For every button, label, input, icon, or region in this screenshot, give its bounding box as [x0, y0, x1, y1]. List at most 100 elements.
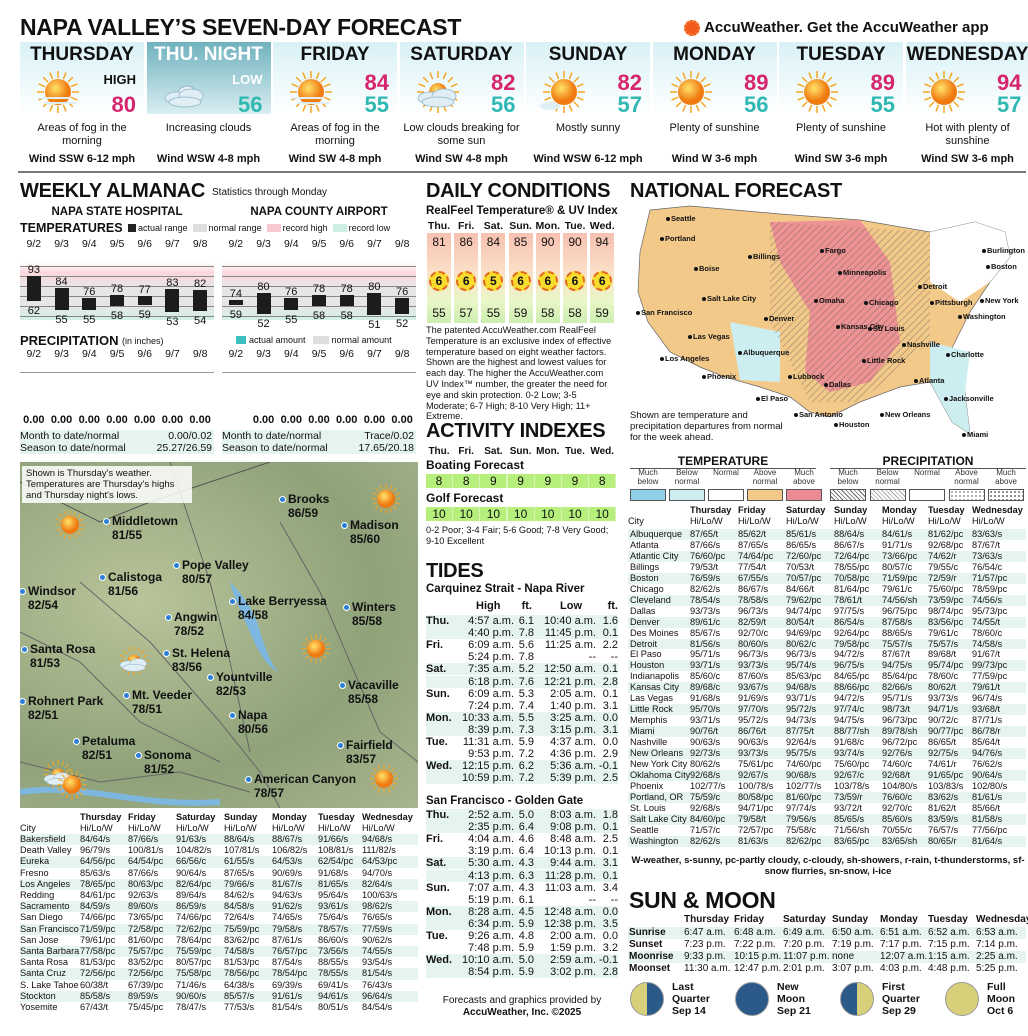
forecast-card: SATURDAY 82 56 Low clouds breaking for some…	[399, 42, 524, 168]
table-row: St. Louis 92/68/s 94/71/pc 97/74/s 93/72/t 92…	[628, 803, 1026, 814]
high-time: 10:10 a.m.	[462, 954, 514, 967]
gridline	[222, 306, 416, 307]
forecast-cell: 89/59/s	[128, 990, 159, 1001]
high-value: 77	[138, 284, 151, 297]
season-label: Season to date/normal	[222, 442, 328, 454]
realfeel-note: The patented AccuWeather.com RealFeel Te…	[426, 325, 612, 422]
time-cell: 7:19 p.m.	[832, 939, 874, 950]
lake-berryessa	[230, 582, 278, 672]
forecast-wind: Wind SW 3-6 mph	[921, 153, 1014, 165]
table-row: New Orleans 92/73/s 93/73/s 95/75/s 93/74/s 9…	[628, 748, 1026, 759]
forecast-cell: 90/63/s	[690, 737, 721, 748]
city-marker[interactable]: Petaluma 82/51	[73, 734, 135, 762]
forecast-cell: 78/54/pc	[272, 968, 308, 979]
day-label: Fri.	[458, 446, 474, 457]
table-row: Stockton 85/58/s 89/59/s 90/60/s 85/57/s 91/6…	[20, 990, 418, 1002]
sun-icon	[50, 509, 89, 543]
forecast-day: TUESDAY	[796, 44, 886, 65]
forecast-cell: 77/59/pc	[972, 671, 1008, 682]
forecast-band	[905, 42, 1028, 114]
tide-row: 6:34 p.m. 5.9 12:38 p.m. 3.5	[426, 917, 618, 930]
city-temps: 78/57	[254, 786, 285, 800]
city-dot	[163, 650, 170, 657]
forecast-cell: 76/54/c	[972, 561, 1003, 572]
forecast-cell: 106/82/s	[272, 845, 308, 856]
tide-header: ft.	[607, 600, 618, 612]
city-marker[interactable]: Yountville 82/53	[207, 670, 272, 698]
time-cell: 4:48 p.m.	[928, 963, 970, 974]
forecast-description: Areas of fog in the morning	[290, 122, 380, 147]
forecast-cell: 96/79/s	[80, 845, 111, 856]
table-row: Washington 82/62/s 81/63/s 82/62/pc 83/65/pc…	[628, 835, 1026, 847]
precip-value: 0.00	[161, 414, 184, 426]
forecast-band	[779, 42, 903, 114]
table-row: Houston 93/71/s 93/73/s 95/74/s 96/75/s 94/75…	[628, 660, 1026, 672]
forecast-cell: 91/66/s	[318, 834, 349, 844]
city-marker[interactable]: Windsor 82/54	[20, 584, 76, 612]
forecast-cell: 71/59/pc	[882, 572, 918, 583]
realfeel-low: 59	[513, 306, 528, 320]
city-marker[interactable]: Mt. Veeder 78/51	[123, 688, 192, 716]
time-cell: 10:15 p.m.	[734, 951, 782, 962]
city-marker[interactable]: Angwin 78/52	[165, 610, 217, 638]
forecast-cell: 78/56/pc	[224, 968, 260, 979]
high-ft: 6.2	[518, 760, 534, 773]
city-marker[interactable]: Madison 85/60	[341, 518, 399, 546]
national-title: NATIONAL FORECAST	[630, 180, 842, 202]
sun-moon-table: Thursday Friday Saturday Sunday Monday Tuesda…	[628, 914, 1028, 984]
city-marker[interactable]: Winters 85/58	[343, 600, 396, 628]
accuweather-promo[interactable]: AccuWeather. Get the AccuWeather app	[684, 19, 989, 36]
forecast-cell: 73/59/pc	[928, 594, 964, 605]
date-label: 9/8	[394, 238, 410, 250]
forecast-cell: 97/70/s	[738, 704, 769, 715]
table-row: Billings 79/53/t 77/54/t 70/53/t 78/55/pc 80/…	[628, 562, 1026, 573]
map-city-label: El Paso	[756, 394, 788, 403]
time-cell: 12:07 a.m.	[880, 951, 928, 962]
city-marker[interactable]: Sonoma 81/52	[135, 748, 191, 776]
cloud-night-icon	[157, 70, 213, 114]
high-time: 7:35 a.m.	[468, 663, 514, 676]
city-temps: 83/56	[172, 660, 203, 674]
city-marker[interactable]: Calistoga 81/56	[99, 570, 162, 598]
forecast-cell: 94/72/s	[834, 693, 865, 704]
boating-index: 8	[589, 474, 616, 488]
city-marker[interactable]: Rohnert Park 82/51	[20, 694, 103, 722]
forecast-description: Plenty of sunshine	[796, 122, 886, 134]
table-row: Indianapolis 85/60/c 87/60/s 85/63/pc 84/65/…	[628, 671, 1026, 682]
city-marker[interactable]: Pope Valley 80/57	[173, 558, 249, 586]
date-label: 9/5	[109, 238, 125, 250]
city-marker[interactable]: Napa 80/56	[229, 708, 268, 736]
california-cities-table: Thursday Friday Saturday Sunday Monday Tuesda…	[20, 812, 418, 1022]
brand-name: AccuWeather.	[704, 19, 803, 36]
forecast-card: THURSDAY HIGH 80 Areas of fog in the mornin…	[20, 42, 144, 168]
legend-label: Below normal	[674, 468, 700, 486]
forecast-cell: 97/74/c	[834, 704, 865, 715]
forecast-cell: 74/64/pc	[738, 550, 774, 561]
forecast-cell: 94/72/s	[834, 649, 865, 660]
high-ft: 4.6	[518, 833, 534, 846]
tide-row: Wed. 12:15 p.m. 6.2 5:36 a.m. -0.1	[426, 760, 618, 773]
temp-range-bar	[256, 292, 271, 314]
forecast-cell: 82/66/s	[882, 682, 913, 693]
time-cell: 6:51 a.m.	[880, 927, 922, 938]
table-row: Atlanta 87/66/s 87/65/s 86/65/s 86/67/s 91/71…	[628, 540, 1026, 551]
city-name: Albuquerque	[630, 529, 683, 539]
time-cell: 11:30 a.m.	[684, 963, 731, 974]
forecast-cell: 92/64/s	[786, 737, 817, 748]
city-marker[interactable]: Lake Berryessa 84/58	[229, 594, 327, 622]
realfeel-high: 85	[513, 235, 528, 249]
forecast-cell: 96/75/s	[834, 660, 865, 671]
city-marker[interactable]: St. Helena 83/56	[163, 646, 230, 674]
forecast-description: Areas of fog in the morning	[37, 122, 127, 147]
table-row: Denver 89/61/c 82/59/t 80/54/t 86/54/s 87/58/…	[628, 616, 1026, 628]
actual-amount-swatch	[236, 336, 246, 344]
forecast-cell: 96/74/s	[972, 693, 1003, 704]
city-marker[interactable]: Fairfield 83/57	[337, 738, 393, 766]
city-marker[interactable]: Middletown 81/55	[103, 514, 178, 542]
day-label: Sat.	[483, 220, 504, 232]
city-marker[interactable]: Vacaville 85/58	[339, 678, 399, 706]
forecast-cell: 77/59/s	[362, 923, 393, 934]
city-marker[interactable]: American Canyon 78/57	[245, 772, 356, 800]
city-marker[interactable]: Brooks 86/59	[279, 492, 329, 520]
city-marker[interactable]: Santa Rosa 81/53	[21, 642, 95, 670]
